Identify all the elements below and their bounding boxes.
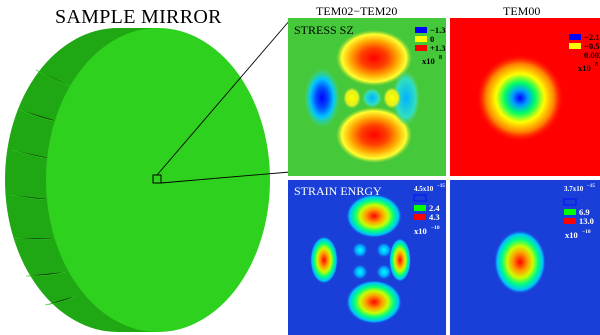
legend-strain-tem02: 4.5x10 −15 2.4 4.3 x10 −10 xyxy=(413,184,445,236)
legend-top-exponent: −15 xyxy=(437,184,445,189)
legend-value: 0.002 xyxy=(584,50,600,60)
legend-value: −0.5 xyxy=(584,41,599,51)
zoom-line-bottom xyxy=(160,171,291,184)
legend-swatch xyxy=(415,27,427,33)
stress-tem00-panel xyxy=(450,18,600,176)
legend-swatch xyxy=(415,45,427,51)
legend-top-value: 4.5x10 xyxy=(414,185,434,193)
legend-exponent: 8 xyxy=(595,62,598,68)
strain-tem00-panel xyxy=(450,180,600,335)
legend-top-exponent: −15 xyxy=(587,184,595,189)
legend-exponent: −10 xyxy=(582,229,591,235)
legend-strain-tem00: 3.7x10 −15 6.9 13.0 x10 −10 xyxy=(563,184,595,240)
legend-value: 0 xyxy=(430,34,434,44)
legend-swatch xyxy=(569,43,581,49)
column-title-tem00: TEM00 xyxy=(503,4,541,18)
legend-exponent: −10 xyxy=(431,225,440,231)
legend-value: −2.1 xyxy=(584,32,599,42)
legend-swatch xyxy=(413,194,427,202)
stress-tem02-panel xyxy=(288,18,446,176)
row-label-stress: STRESS SZ xyxy=(294,23,354,37)
legend-value: −1.3 xyxy=(430,25,445,35)
legend-top-value: 3.7x10 xyxy=(564,185,584,193)
legend-value: 13.0 xyxy=(579,216,594,226)
legend-value: 2.4 xyxy=(429,203,440,213)
legend-swatch xyxy=(564,218,576,224)
legend-swatch xyxy=(569,34,581,40)
result-panels: STRESS SZ STRAIN ENRGY −1.3 0 +1.3 x10 8… xyxy=(288,18,600,335)
mirror-face xyxy=(46,28,270,332)
legend-swatch xyxy=(569,52,581,58)
strain-tem02-panel xyxy=(288,180,446,335)
legend-multiplier: x10 xyxy=(565,230,578,240)
legend-swatch xyxy=(414,214,426,220)
legend-exponent: 8 xyxy=(439,55,442,61)
legend-stress-tem00: −2.1 −0.5 0.002 x10 8 xyxy=(569,32,600,73)
legend-swatch xyxy=(414,205,426,211)
zoom-line-top xyxy=(156,19,291,176)
legend-multiplier: x10 xyxy=(422,56,435,66)
row-label-strain: STRAIN ENRGY xyxy=(294,184,382,198)
legend-stress-tem02: −1.3 0 +1.3 x10 8 xyxy=(415,25,445,66)
legend-value: 4.3 xyxy=(429,212,440,222)
legend-multiplier: x10 xyxy=(414,226,427,236)
legend-swatch xyxy=(563,198,577,206)
legend-value: 6.9 xyxy=(579,207,590,217)
figure-title: SAMPLE MIRROR xyxy=(55,6,222,28)
legend-swatch xyxy=(415,36,427,42)
legend-swatch xyxy=(564,209,576,215)
legend-multiplier: x10 xyxy=(578,63,591,73)
legend-value: +1.3 xyxy=(430,43,445,53)
column-title-tem02-tem20: TEM02−TEM20 xyxy=(316,4,398,18)
